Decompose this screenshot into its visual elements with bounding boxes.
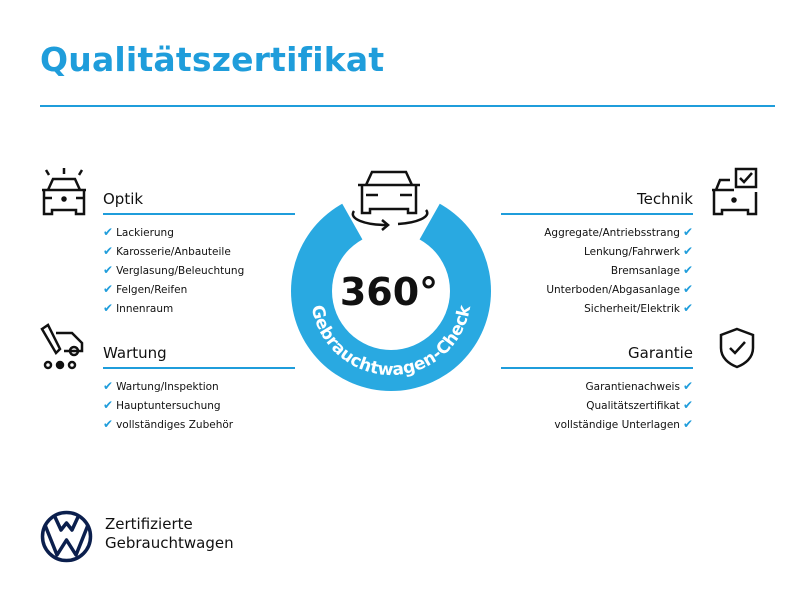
section-divider [103,367,295,369]
check-icon: ✔ [682,263,693,277]
list-item: ✔ Innenraum [103,301,174,315]
section-garantie: Garantie Garantienachweis ✔ Qualitätszert… [501,343,693,434]
section-optik: Optik ✔ Lackierung ✔ Karosserie/Anbauteile… [103,189,295,318]
list-item: ✔ Karosserie/Anbauteile [103,244,231,258]
list-item: vollständige Unterlagen ✔ [554,417,693,431]
check-icon: ✔ [103,417,114,431]
service-wrench-car-icon [40,323,84,370]
check-icon: ✔ [103,379,114,393]
brand-text: Zertifizierte Gebrauchtwagen [105,515,234,552]
check-icon: ✔ [103,301,114,315]
check-icon: ✔ [682,244,693,258]
list-item: ✔ vollständiges Zubehör [103,417,234,431]
check-icon: ✔ [103,263,114,277]
section-divider [501,213,693,215]
list-item: Aggregate/Antriebsstrang ✔ [544,225,693,239]
car-rotate-icon [351,170,429,231]
check-icon: ✔ [682,225,693,239]
list-item: ✔ Wartung/Inspektion [103,379,219,393]
list-item: Garantienachweis ✔ [585,379,694,393]
check-icon: ✔ [682,398,693,412]
list-item: ✔ Hauptuntersuchung [103,398,221,412]
car-checklist-icon [712,167,758,216]
360-label: 360° [340,270,438,314]
360-check-ring: Gebrauchtwagen-Check 360° [291,170,491,391]
list-item: Bremsanlage ✔ [610,263,693,277]
check-icon: ✔ [103,244,114,258]
check-icon: ✔ [682,379,693,393]
check-icon: ✔ [103,225,114,239]
list-item: Sicherheit/Elektrik ✔ [584,301,693,315]
list-item: ✔ Felgen/Reifen [103,282,188,296]
list-item: Lenkung/Fahrwerk ✔ [583,244,693,258]
list-item: Unterboden/Abgasanlage ✔ [546,282,693,296]
section-heading: Garantie [628,344,693,362]
section-wartung: Wartung ✔ Wartung/Inspektion ✔ Hauptunters… [103,343,295,434]
car-lights-icon [42,168,86,216]
list-item: Qualitätszertifikat ✔ [586,398,693,412]
list-item: ✔ Verglasung/Beleuchtung [103,263,245,277]
section-heading: Optik [103,190,144,208]
page-title: Qualitätszertifikat [40,40,385,79]
shield-check-icon [719,327,755,369]
section-heading: Technik [637,190,693,208]
check-icon: ✔ [682,301,693,315]
check-icon: ✔ [103,398,114,412]
check-icon: ✔ [682,417,693,431]
section-divider [103,213,295,215]
vw-logo [40,510,93,563]
section-heading: Wartung [103,344,167,362]
check-icon: ✔ [103,282,114,296]
section-divider [501,367,693,369]
section-technik: Technik Aggregate/Antriebsstrang ✔ Lenkun… [501,189,693,318]
title-divider [40,105,775,107]
check-icon: ✔ [682,282,693,296]
list-item: ✔ Lackierung [103,225,174,239]
